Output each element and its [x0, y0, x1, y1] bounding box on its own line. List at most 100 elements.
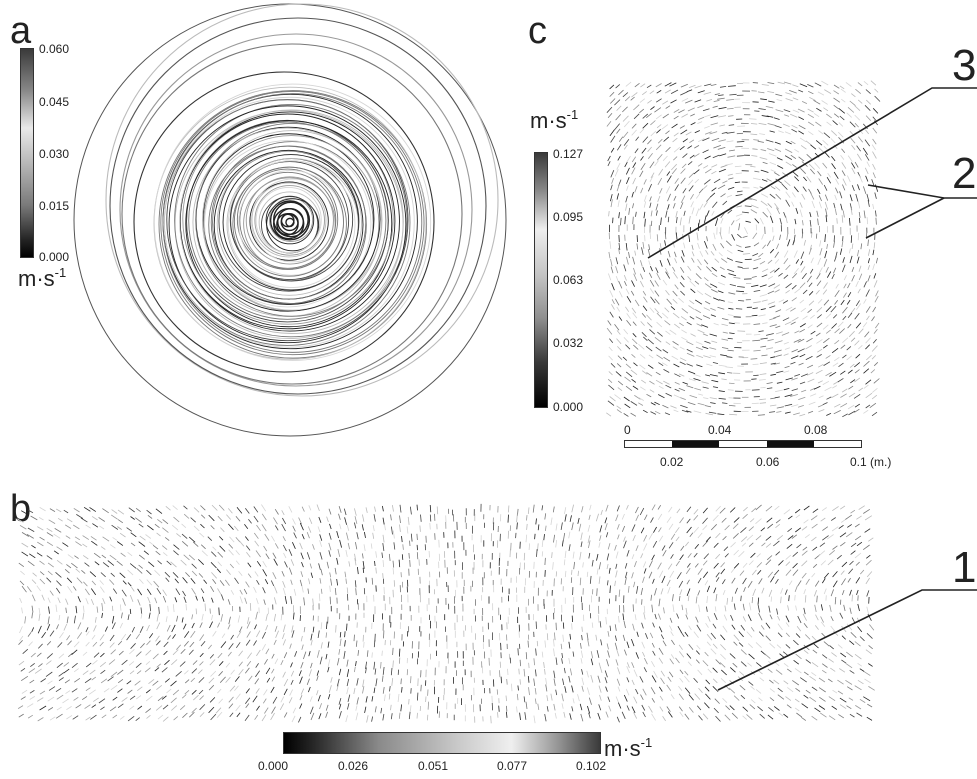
velocity-vector	[649, 329, 656, 335]
velocity-vector	[748, 560, 754, 566]
velocity-vector	[283, 678, 289, 687]
velocity-vector	[680, 397, 686, 400]
velocity-vector	[632, 312, 638, 319]
velocity-vector	[256, 630, 261, 638]
velocity-vector	[261, 504, 267, 512]
velocity-vector	[775, 178, 783, 184]
velocity-vector	[809, 168, 816, 175]
velocity-vector	[634, 299, 640, 307]
velocity-vector	[596, 588, 598, 596]
velocity-vector	[143, 550, 149, 555]
velocity-vector	[49, 716, 56, 721]
velocity-vector	[127, 551, 133, 557]
velocity-vector	[329, 596, 331, 605]
velocity-vector	[609, 625, 612, 631]
velocity-vector	[847, 323, 852, 329]
velocity-vector	[787, 239, 791, 247]
velocity-vector	[656, 273, 661, 280]
velocity-vector	[99, 641, 104, 647]
velocity-vector	[541, 540, 544, 548]
velocity-vector	[273, 517, 278, 525]
velocity-vector	[865, 89, 871, 94]
streamline-ring	[174, 103, 408, 338]
velocity-vector	[621, 525, 626, 532]
velocity-vector	[868, 645, 873, 650]
velocity-vector	[695, 208, 700, 217]
velocity-vector	[833, 267, 837, 274]
velocity-vector	[156, 587, 162, 595]
velocity-vector	[330, 677, 333, 683]
velocity-vector	[817, 218, 819, 226]
velocity-vector	[68, 652, 73, 658]
velocity-vector	[731, 234, 736, 241]
velocity-vector	[859, 636, 865, 642]
velocity-vector	[792, 273, 798, 279]
velocity-vector	[590, 658, 594, 666]
velocity-vector	[799, 202, 803, 208]
velocity-vector	[392, 647, 394, 656]
velocity-vector	[672, 137, 678, 143]
velocity-vector	[686, 579, 690, 585]
velocity-vector	[870, 80, 877, 86]
velocity-vector	[188, 554, 196, 561]
velocity-vector	[686, 563, 691, 568]
velocity-vector	[183, 623, 187, 630]
velocity-vector	[30, 662, 35, 668]
velocity-vector	[180, 559, 187, 566]
velocity-vector	[357, 650, 360, 656]
velocity-vector	[789, 113, 798, 118]
velocity-vector	[183, 505, 188, 510]
velocity-vector	[402, 544, 404, 550]
velocity-vector	[702, 315, 711, 319]
velocity-vector	[817, 257, 822, 265]
velocity-vector	[110, 649, 116, 655]
velocity-vector	[416, 552, 419, 560]
velocity-vector	[164, 659, 170, 666]
velocity-vector	[579, 577, 582, 586]
velocity-vector	[689, 395, 698, 399]
velocity-vector	[872, 138, 877, 145]
velocity-vector	[693, 410, 702, 414]
velocity-vector	[140, 643, 145, 649]
velocity-vector	[271, 668, 275, 674]
velocity-vector	[655, 346, 662, 352]
velocity-vector	[218, 607, 220, 616]
velocity-vector	[561, 540, 564, 547]
velocity-vector	[813, 99, 821, 105]
velocity-vector	[392, 505, 394, 512]
velocity-vector	[776, 157, 783, 161]
velocity-vector	[715, 553, 721, 560]
velocity-vector	[783, 388, 790, 391]
velocity-vector	[248, 518, 252, 524]
velocity-vector	[767, 91, 775, 94]
velocity-vector	[626, 705, 630, 711]
velocity-vector	[776, 99, 783, 102]
velocity-vector	[802, 289, 808, 295]
velocity-vector	[632, 162, 637, 169]
velocity-vector	[745, 220, 751, 223]
velocity-vector	[129, 705, 135, 710]
streamline-ring	[185, 120, 393, 328]
velocity-vector	[873, 273, 877, 279]
velocity-vector	[670, 405, 677, 409]
velocity-vector	[761, 299, 768, 302]
velocity-vector	[659, 695, 664, 701]
velocity-vector	[811, 232, 813, 238]
velocity-vector	[783, 662, 789, 668]
velocity-vector	[129, 608, 132, 615]
velocity-vector	[580, 642, 582, 649]
velocity-vector	[198, 573, 204, 578]
velocity-vector	[702, 386, 709, 389]
velocity-vector	[175, 670, 182, 677]
velocity-vector	[865, 379, 872, 385]
velocity-vector	[807, 364, 814, 369]
velocity-vector	[867, 258, 870, 264]
velocity-vector	[849, 100, 856, 107]
velocity-vector	[634, 394, 641, 400]
velocity-vector	[841, 215, 844, 223]
velocity-vector	[673, 109, 680, 113]
velocity-vector	[789, 394, 798, 397]
velocity-vector	[644, 218, 646, 227]
velocity-vector	[797, 615, 802, 624]
velocity-vector	[656, 321, 663, 328]
